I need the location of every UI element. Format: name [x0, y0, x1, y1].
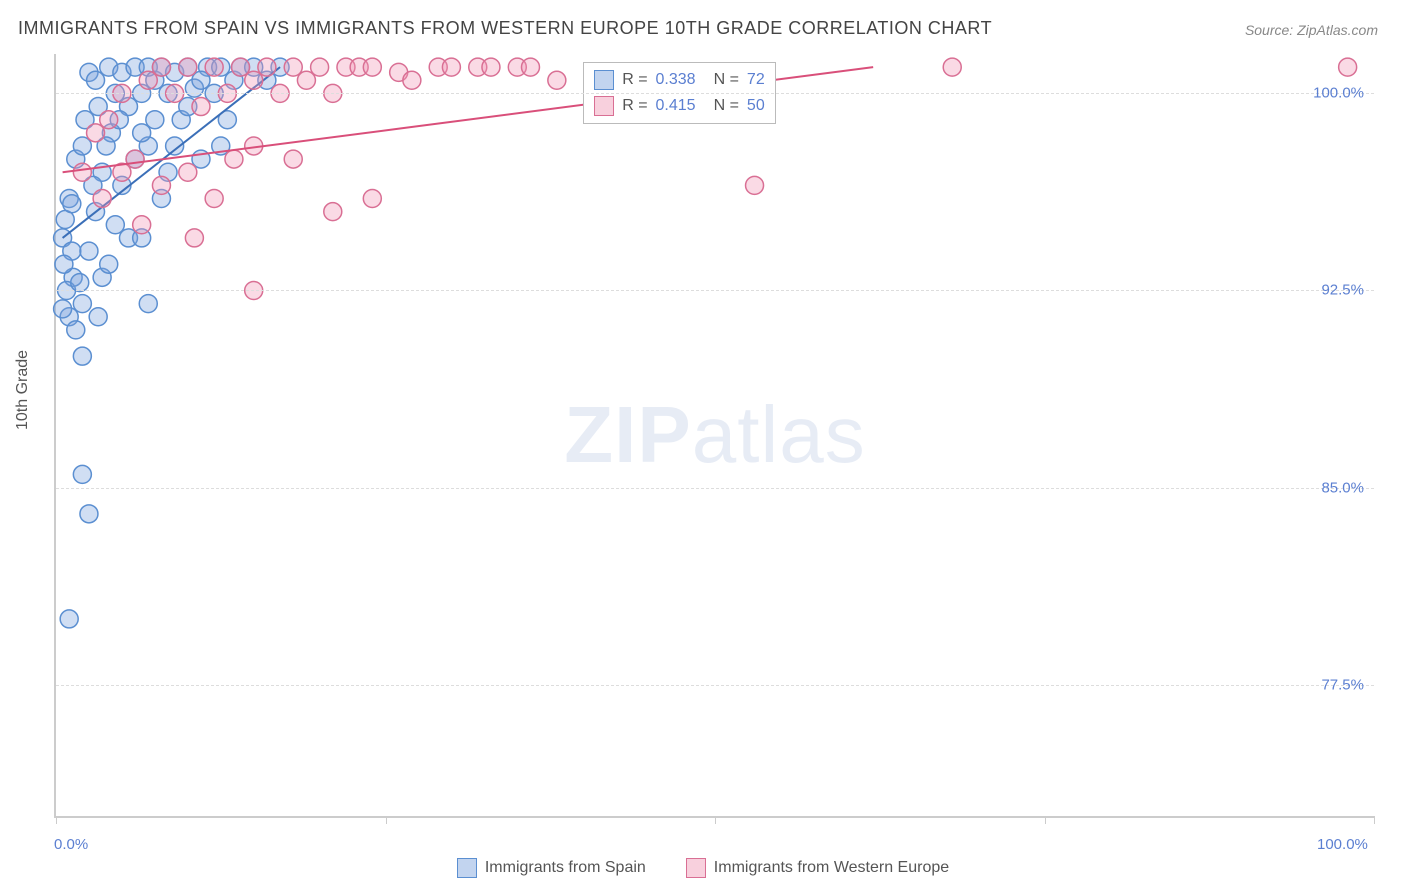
data-point: [521, 58, 539, 76]
data-point: [482, 58, 500, 76]
gridline: [56, 685, 1374, 686]
x-tick: [715, 816, 716, 824]
legend-series: Immigrants from Spain Immigrants from Wes…: [0, 858, 1406, 878]
data-point: [311, 58, 329, 76]
x-tick-label: 100.0%: [1317, 836, 1368, 853]
data-point: [185, 229, 203, 247]
data-point: [73, 163, 91, 181]
data-point: [205, 190, 223, 208]
x-tick: [56, 816, 57, 824]
data-point: [943, 58, 961, 76]
data-point: [403, 71, 421, 89]
y-tick-label: 85.0%: [1321, 479, 1364, 496]
data-point: [146, 111, 164, 129]
data-point: [89, 308, 107, 326]
y-axis-label: 10th Grade: [14, 350, 32, 430]
legend-series-label: Immigrants from Western Europe: [714, 859, 949, 877]
legend-series-item: Immigrants from Spain: [457, 858, 646, 878]
data-point: [205, 58, 223, 76]
data-point: [133, 216, 151, 234]
legend-series-item: Immigrants from Western Europe: [686, 858, 949, 878]
legend-r-value: 0.338: [656, 71, 696, 89]
data-point: [80, 505, 98, 523]
legend-swatch: [594, 70, 614, 90]
data-point: [139, 295, 157, 313]
y-tick-label: 92.5%: [1321, 282, 1364, 299]
source-label: Source: ZipAtlas.com: [1245, 22, 1378, 38]
x-tick: [1374, 816, 1375, 824]
legend-r-label: R =: [622, 97, 647, 115]
legend-n-value: 50: [747, 97, 765, 115]
legend-swatch: [686, 858, 706, 878]
data-point: [100, 111, 118, 129]
data-point: [192, 98, 210, 116]
data-point: [67, 321, 85, 339]
x-tick: [386, 816, 387, 824]
legend-row: R = 0.415 N = 50: [594, 93, 765, 119]
legend-n-label: N =: [714, 71, 739, 89]
gridline: [56, 488, 1374, 489]
data-point: [363, 58, 381, 76]
chart-title: IMMIGRANTS FROM SPAIN VS IMMIGRANTS FROM…: [18, 18, 992, 39]
data-point: [152, 58, 170, 76]
plot-area: ZIPatlas R =0.338N =72R =0.415N =50 77.5…: [54, 54, 1374, 818]
data-point: [80, 242, 98, 260]
data-point: [63, 195, 81, 213]
data-point: [73, 465, 91, 483]
data-point: [73, 347, 91, 365]
data-point: [60, 610, 78, 628]
data-point: [363, 190, 381, 208]
chart-svg: [56, 54, 1374, 816]
y-tick-label: 100.0%: [1313, 85, 1364, 102]
legend-r-label: R =: [622, 71, 647, 89]
data-point: [442, 58, 460, 76]
legend-series-label: Immigrants from Spain: [485, 859, 646, 877]
data-point: [258, 58, 276, 76]
legend-n-value: 72: [747, 71, 765, 89]
gridline: [56, 290, 1374, 291]
data-point: [179, 163, 197, 181]
data-point: [71, 274, 89, 292]
data-point: [284, 150, 302, 168]
data-point: [54, 300, 72, 318]
data-point: [93, 190, 111, 208]
x-tick: [1045, 816, 1046, 824]
legend-r-value: 0.415: [656, 97, 696, 115]
legend-swatch: [457, 858, 477, 878]
legend-n-label: N =: [714, 97, 739, 115]
data-point: [324, 203, 342, 221]
y-tick-label: 77.5%: [1321, 676, 1364, 693]
legend-swatch: [594, 96, 614, 116]
legend-row: R = 0.338 N = 72: [594, 67, 765, 93]
data-point: [100, 255, 118, 273]
data-point: [55, 255, 73, 273]
data-point: [548, 71, 566, 89]
data-point: [152, 176, 170, 194]
data-point: [225, 150, 243, 168]
x-tick-label: 0.0%: [54, 836, 88, 853]
data-point: [1339, 58, 1357, 76]
data-point: [746, 176, 764, 194]
gridline: [56, 93, 1374, 94]
data-point: [179, 58, 197, 76]
